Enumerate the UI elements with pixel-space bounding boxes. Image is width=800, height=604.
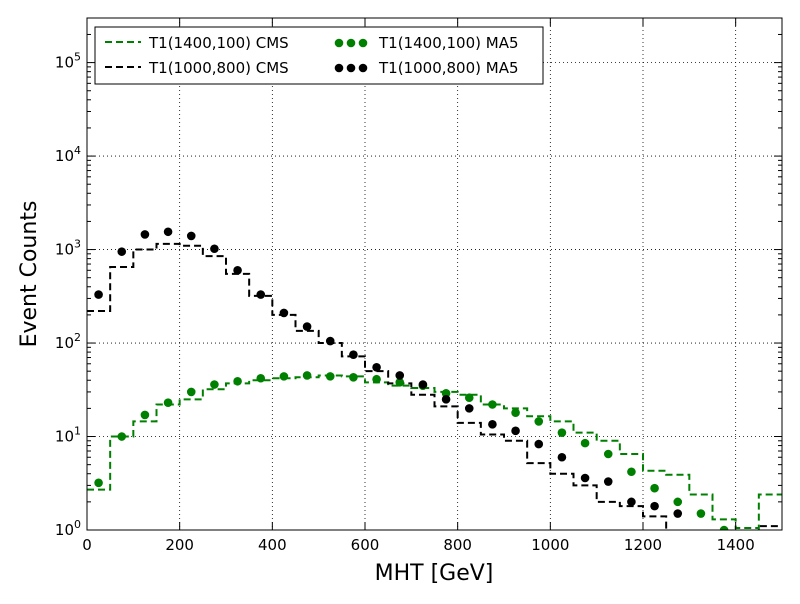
data-point-series-3 [557, 452, 567, 462]
x-tick-label: 400 [258, 536, 287, 554]
data-point-series-2 [210, 380, 219, 389]
data-point-series-2 [627, 467, 636, 477]
data-point-series-2 [673, 497, 683, 507]
y-tick-label: 102 [55, 331, 81, 352]
legend-label: T1(1000,800) CMS [148, 59, 289, 77]
data-point-series-3 [673, 509, 683, 518]
y-axis-label: Event Counts [17, 201, 42, 348]
data-point-series-3 [349, 350, 358, 360]
data-point-series-3 [372, 363, 381, 372]
y-tick-label: 100 [55, 518, 81, 539]
data-point-series-2 [580, 438, 590, 448]
x-tick-label: 800 [443, 536, 472, 554]
data-point-series-2 [279, 372, 289, 381]
data-point-series-2 [395, 378, 405, 387]
data-point-series-3 [464, 404, 474, 413]
data-point-series-2 [696, 509, 706, 518]
legend-label: T1(1400,100) CMS [148, 34, 289, 52]
data-point-series-2 [719, 525, 729, 530]
data-point-series-2 [233, 376, 242, 386]
data-point-series-3 [580, 473, 590, 483]
data-point-series-2 [488, 400, 497, 409]
y-tick-label: 101 [55, 425, 81, 446]
data-point-series-3 [418, 380, 428, 389]
data-point-series-3 [650, 501, 659, 511]
y-tick-label: 104 [55, 144, 81, 165]
legend-swatch-marker [334, 38, 344, 48]
x-tick-label: 1000 [531, 536, 569, 554]
legend-swatch-marker [358, 63, 368, 73]
data-point-series-3 [233, 265, 242, 275]
data-point-series-2 [372, 374, 381, 384]
data-point-series-2 [349, 373, 358, 382]
data-point-series-2 [441, 388, 451, 398]
data-point-series-2 [302, 371, 312, 380]
x-tick-label: 1200 [624, 536, 662, 554]
data-point-series-2 [325, 372, 335, 381]
data-point-series-3 [279, 308, 289, 318]
y-tick-label: 103 [55, 238, 81, 259]
data-point-series-3 [210, 244, 219, 254]
plot-area [87, 227, 782, 530]
x-tick-label: 1400 [717, 536, 755, 554]
data-point-series-2 [603, 449, 613, 459]
data-point-series-3 [395, 371, 405, 380]
data-point-series-2 [557, 428, 567, 437]
data-point-series-3 [488, 420, 497, 429]
data-point-series-2 [534, 417, 544, 426]
data-point-series-3 [163, 227, 173, 237]
data-point-series-3 [140, 230, 150, 239]
data-point-series-3 [627, 497, 636, 507]
x-tick-label: 600 [351, 536, 380, 554]
axes-frame [86, 17, 783, 531]
data-point-series-3 [94, 290, 103, 299]
data-point-series-3 [117, 247, 127, 256]
step-line-series-1 [87, 242, 782, 530]
x-tick-label: 0 [82, 536, 92, 554]
data-point-series-2 [117, 432, 127, 441]
data-point-series-2 [256, 373, 266, 383]
legend-box [94, 26, 544, 85]
data-point-series-2 [186, 387, 196, 397]
grid-lines [87, 18, 782, 530]
x-axis-label: MHT [GeV] [375, 561, 494, 586]
legend-swatch-marker [358, 38, 368, 48]
data-point-series-3 [603, 477, 613, 486]
data-point-series-3 [441, 395, 451, 404]
axis-ticks: 0 200 400 600 800 1000 1200 1400 100 101 102 103 104… [55, 18, 782, 554]
step-line-series-0 [87, 374, 782, 530]
x-tick-label: 200 [165, 536, 194, 554]
data-point-series-2 [650, 483, 659, 493]
data-point-series-3 [534, 439, 544, 449]
data-point-series-3 [511, 426, 520, 436]
data-point-series-3 [302, 322, 312, 331]
legend: T1(1400,100) CMS T1(1000,800) CMS T1(1400,… [94, 26, 544, 85]
legend-label: T1(1400,100) MA5 [378, 34, 519, 52]
data-point-series-3 [186, 231, 196, 241]
legend-swatch-marker [334, 63, 344, 73]
data-point-series-3 [325, 336, 335, 346]
data-point-series-2 [464, 393, 474, 403]
legend-label: T1(1000,800) MA5 [378, 59, 519, 77]
legend-swatch-marker [346, 63, 356, 73]
y-tick-label: 105 [55, 51, 81, 72]
data-point-series-2 [94, 478, 103, 488]
data-point-series-2 [511, 408, 520, 417]
data-point-series-2 [163, 398, 173, 408]
data-point-series-3 [256, 290, 266, 299]
data-point-series-2 [140, 410, 150, 420]
legend-swatch-marker [346, 38, 356, 48]
